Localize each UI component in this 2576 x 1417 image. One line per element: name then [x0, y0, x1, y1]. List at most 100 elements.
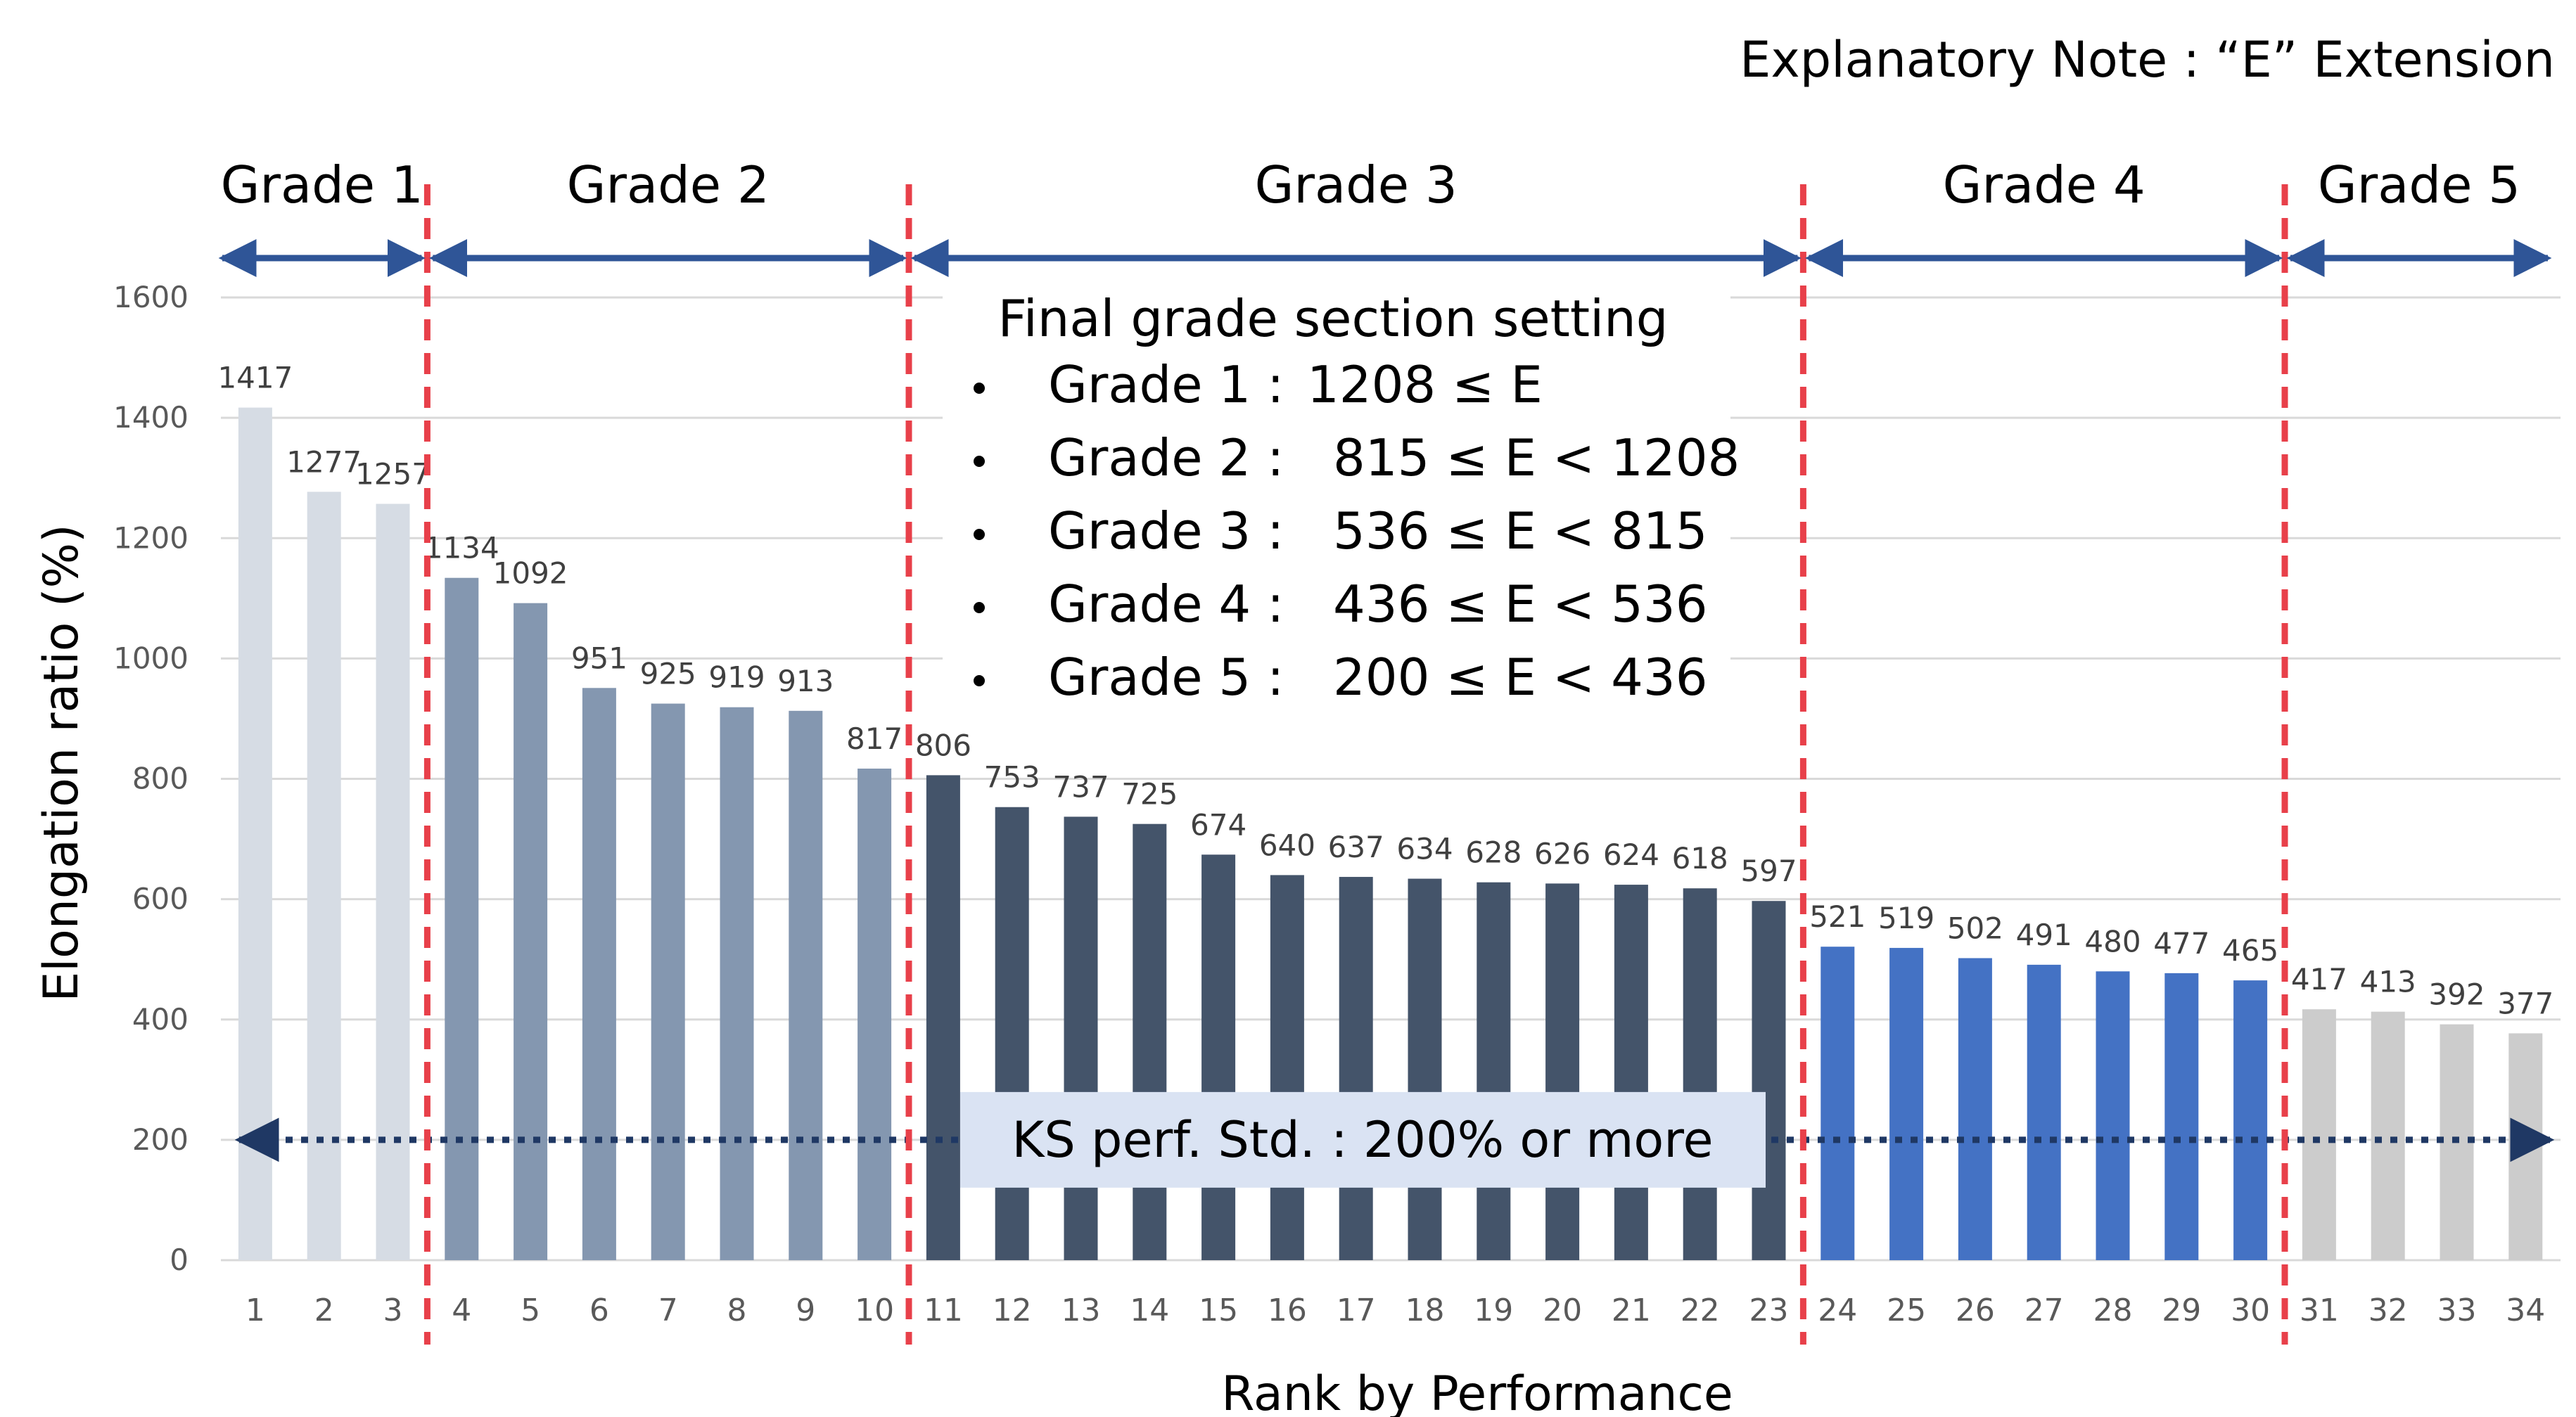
- value-label: 806: [915, 728, 971, 762]
- y-axis-title: Elongation ratio (%): [34, 524, 89, 1001]
- x-tick-label: 27: [2025, 1293, 2064, 1328]
- value-label: 725: [1121, 777, 1178, 812]
- value-label: 913: [777, 664, 834, 698]
- x-tick-label: 17: [1337, 1293, 1376, 1328]
- bar-rank-9: [789, 710, 823, 1260]
- y-tick-label: 1400: [113, 400, 189, 435]
- value-label: 597: [1740, 854, 1797, 888]
- bar-rank-19: [1477, 882, 1511, 1260]
- bar-rank-21: [1614, 885, 1648, 1260]
- y-tick-label: 200: [132, 1122, 189, 1157]
- bar-rank-2: [307, 492, 341, 1260]
- x-tick-label: 28: [2093, 1293, 2133, 1328]
- setting-row-range: 200 ≤ E < 436: [1333, 648, 1708, 707]
- value-label: 628: [1465, 835, 1522, 870]
- value-label: 737: [1052, 769, 1109, 804]
- y-tick-label: 800: [132, 762, 189, 796]
- value-label: 491: [2016, 918, 2072, 952]
- bar-rank-22: [1683, 888, 1717, 1260]
- x-tick-label: 20: [1543, 1293, 1582, 1328]
- value-label: 817: [846, 722, 903, 756]
- value-label: 413: [2360, 965, 2416, 999]
- x-tick-label: 11: [924, 1293, 963, 1328]
- x-tick-label: 33: [2437, 1293, 2477, 1328]
- bar-rank-20: [1545, 883, 1580, 1260]
- y-tick-label: 400: [132, 1002, 189, 1037]
- bar-rank-12: [995, 807, 1029, 1260]
- y-tick-label: 0: [170, 1243, 189, 1277]
- x-tick-label: 9: [796, 1293, 815, 1328]
- bar-rank-7: [651, 703, 685, 1260]
- value-label: 377: [2497, 986, 2553, 1020]
- bar-rank-29: [2164, 973, 2199, 1260]
- bar-rank-26: [1958, 958, 1992, 1260]
- bar-rank-5: [514, 603, 548, 1260]
- explanatory-note: Explanatory Note : “E” Extension: [1740, 31, 2555, 89]
- setting-row-range: 1208 ≤ E: [1307, 355, 1543, 414]
- x-tick-label: 12: [993, 1293, 1032, 1328]
- x-tick-label: 8: [727, 1293, 747, 1328]
- bar-rank-14: [1133, 823, 1167, 1260]
- grade-setting-box: Final grade section setting Grade 1 : 120…: [943, 280, 1740, 724]
- bullet-icon: [974, 529, 985, 540]
- x-tick-label: 18: [1405, 1293, 1445, 1328]
- y-tick-label: 600: [132, 882, 189, 916]
- ks-standard-box: [960, 1091, 1766, 1188]
- x-tick-label: 13: [1061, 1293, 1101, 1328]
- bar-rank-8: [720, 707, 754, 1260]
- value-label: 392: [2428, 977, 2485, 1012]
- setting-row-range: 815 ≤ E < 1208: [1333, 428, 1740, 487]
- value-label: 624: [1603, 838, 1659, 872]
- grade-label: Grade 3: [1255, 155, 1458, 214]
- value-label: 1092: [493, 556, 568, 591]
- bar-rank-1: [238, 407, 272, 1260]
- bar-rank-16: [1270, 875, 1304, 1260]
- bar-rank-10: [857, 768, 892, 1260]
- setting-row-grade: Grade 3 :: [1048, 501, 1284, 560]
- x-tick-label: 32: [2368, 1293, 2408, 1328]
- x-tick-label: 30: [2231, 1293, 2270, 1328]
- bar-rank-4: [445, 577, 479, 1260]
- x-tick-label: 2: [314, 1293, 334, 1328]
- value-label: 1257: [355, 456, 431, 491]
- bar-rank-31: [2302, 1009, 2336, 1260]
- setting-row-grade: Grade 2 :: [1048, 428, 1284, 487]
- grade-label: Grade 5: [2318, 155, 2520, 214]
- bullet-icon: [974, 602, 985, 613]
- setting-box-title: Final grade section setting: [998, 289, 1669, 348]
- bar-rank-15: [1201, 854, 1236, 1260]
- value-label: 480: [2084, 924, 2141, 958]
- grade-dividers: [423, 184, 2288, 1345]
- x-tick-label: 19: [1474, 1293, 1513, 1328]
- setting-row-range: 536 ≤ E < 815: [1333, 501, 1708, 560]
- bar-rank-3: [376, 504, 410, 1260]
- bullet-icon: [974, 456, 985, 467]
- x-tick-label: 7: [658, 1293, 678, 1328]
- bar-rank-24: [1821, 947, 1855, 1260]
- ks-standard: KS perf. Std. : 200% or more: [234, 1091, 2555, 1188]
- x-tick-label: 4: [452, 1293, 471, 1328]
- y-tick-label: 1200: [113, 520, 189, 555]
- value-label: 919: [708, 660, 765, 695]
- x-tick-label: 34: [2506, 1293, 2545, 1328]
- grade-label: Grade 1: [221, 155, 423, 214]
- bar-rank-6: [582, 688, 616, 1260]
- value-label: 417: [2291, 962, 2347, 996]
- grade-ranges: Grade 1 Grade 2 Grade 3 Grade 4 Grade 5: [218, 155, 2552, 277]
- setting-row-grade: Grade 4 :: [1048, 575, 1284, 634]
- x-tick-label: 1: [246, 1293, 265, 1328]
- x-tick-label: 23: [1749, 1293, 1789, 1328]
- bar-rank-18: [1408, 878, 1442, 1260]
- value-label: 640: [1259, 828, 1315, 862]
- x-tick-label: 10: [855, 1293, 894, 1328]
- value-label: 626: [1534, 836, 1590, 871]
- x-tick-label: 5: [521, 1293, 540, 1328]
- x-tick-label: 16: [1268, 1293, 1307, 1328]
- value-label: 477: [2153, 926, 2210, 961]
- grade-label: Grade 4: [1943, 155, 2145, 214]
- value-label: 753: [984, 760, 1040, 795]
- bar-rank-30: [2233, 980, 2268, 1260]
- x-tick-label: 15: [1199, 1293, 1238, 1328]
- grade-label: Grade 2: [567, 155, 770, 214]
